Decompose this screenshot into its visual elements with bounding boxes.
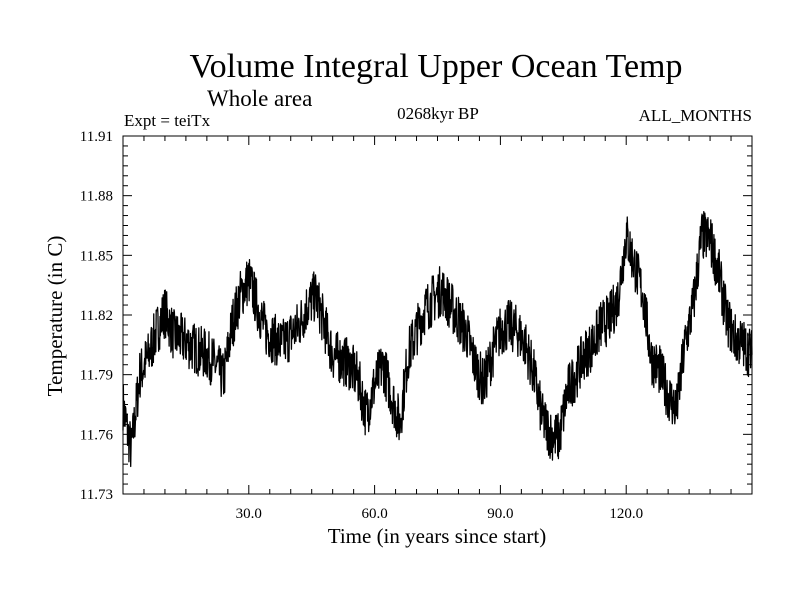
period-label: 0268kyr BP (397, 104, 479, 123)
x-tick-label: 60.0 (361, 506, 387, 522)
y-tick-labels: 11.73 11.76 11.79 11.82 11.85 11.88 11.91 (80, 129, 114, 503)
y-tick-label: 11.76 (80, 427, 114, 443)
y-tick-label: 11.73 (80, 487, 113, 503)
x-tick-labels: 30.0 60.0 90.0 120.0 (236, 506, 643, 522)
temperature-series-line (122, 210, 753, 468)
y-tick-label: 11.88 (80, 189, 113, 205)
data-series (122, 210, 753, 468)
plot-frame (122, 135, 753, 495)
y-axis-label: Temperature (in C) (43, 236, 67, 397)
x-tick-label: 90.0 (487, 506, 513, 522)
x-tick-label: 30.0 (236, 506, 262, 522)
axis-ticks (123, 136, 752, 494)
chart-title: Volume Integral Upper Ocean Temp (190, 48, 683, 85)
x-tick-label: 120.0 (609, 506, 643, 522)
experiment-label: Expt = teiTx (124, 111, 211, 130)
chart-subtitle: Whole area (207, 86, 312, 111)
x-axis-label: Time (in years since start) (328, 524, 547, 548)
y-tick-label: 11.85 (80, 248, 113, 264)
months-label: ALL_MONTHS (639, 106, 752, 125)
y-tick-label: 11.91 (80, 129, 113, 145)
y-tick-label: 11.79 (80, 368, 113, 384)
y-tick-label: 11.82 (80, 308, 113, 324)
